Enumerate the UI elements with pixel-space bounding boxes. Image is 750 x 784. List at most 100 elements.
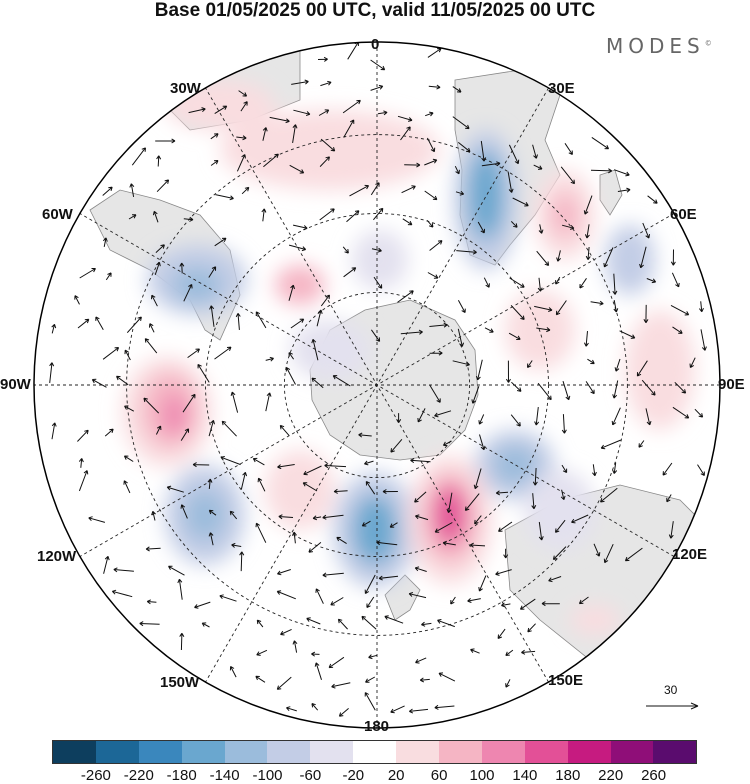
wind-arrow [638, 440, 645, 448]
wind-arrow [361, 520, 371, 527]
wind-arrow [662, 462, 673, 476]
wind-arrow [144, 338, 158, 354]
wind-arrow [538, 521, 544, 541]
wind-arrow [672, 326, 683, 334]
wind-arrow [531, 493, 537, 510]
wind-arrow [311, 338, 319, 361]
wind-arrow [537, 277, 543, 292]
wind-arrow [102, 347, 120, 360]
wind-arrow [533, 164, 543, 170]
wind-arrow [156, 155, 162, 167]
wind-arrow [78, 458, 84, 468]
colorbar-swatch [181, 741, 225, 763]
wind-arrow [419, 677, 430, 683]
wind-arrow [154, 261, 161, 276]
wind-arrow [429, 350, 443, 356]
wind-arrow [537, 382, 552, 401]
lon-label-60w: 60W [42, 206, 73, 223]
wind-arrow [208, 509, 217, 516]
wind-arrow [371, 247, 382, 253]
wind-arrow [429, 240, 443, 251]
wind-arrow [584, 224, 590, 239]
colorbar-swatch [224, 741, 268, 763]
reference-vector-label: 30 [664, 683, 678, 697]
wind-arrow [279, 424, 290, 436]
wind-arrow [442, 440, 452, 447]
wind-arrow [508, 332, 521, 340]
wind-arrow [285, 367, 296, 385]
wind-arrow [155, 138, 176, 144]
wind-arrow [510, 414, 521, 427]
wind-arrow [262, 127, 268, 141]
wind-arrow [456, 249, 477, 255]
wind-arrow [478, 414, 485, 425]
wind-arrow [288, 244, 307, 252]
wind-arrow [612, 380, 619, 399]
wind-arrow [510, 221, 518, 228]
wind-arrow [319, 156, 330, 167]
wind-arrow [434, 704, 455, 710]
wind-arrow [330, 597, 344, 606]
wind-arrow [276, 590, 296, 600]
wind-arrow [560, 489, 566, 501]
wind-arrow [289, 164, 305, 174]
wind-arrow [585, 381, 595, 395]
wind-arrow [337, 618, 348, 630]
wind-arrow [643, 304, 649, 324]
wind-arrow [255, 675, 266, 683]
colorbar-swatch [310, 741, 354, 763]
wind-arrow [467, 598, 481, 603]
wind-arrow [639, 246, 647, 269]
colorbar-swatch [396, 741, 440, 763]
wind-arrow [479, 434, 486, 451]
wind-arrow [113, 567, 134, 573]
wind-arrow [674, 381, 687, 394]
wind-arrow [689, 357, 696, 369]
wind-arrow [614, 358, 621, 372]
colorbar-tick-label: -60 [299, 767, 322, 784]
wind-arrow [454, 165, 460, 175]
wind-arrow [269, 116, 290, 124]
wind-arrow [397, 290, 414, 303]
wind-arrow [507, 171, 514, 193]
wind-arrow [464, 493, 480, 511]
wind-arrow [312, 515, 322, 521]
wind-arrow [697, 464, 705, 476]
wind-arrow [512, 197, 529, 207]
wind-arrow [617, 187, 631, 193]
wind-arrow [366, 596, 375, 608]
wind-arrow [95, 316, 104, 331]
wind-arrow [370, 329, 381, 342]
wind-arrow [600, 439, 622, 450]
wind-arrow [585, 246, 591, 260]
colorbar-swatch [610, 741, 654, 763]
wind-arrow [455, 190, 465, 196]
wind-arrow [368, 654, 378, 660]
wind-arrow [146, 599, 157, 605]
wind-arrow [240, 101, 248, 112]
colorbar-tick-label: 260 [641, 767, 667, 784]
wind-arrow [332, 375, 351, 387]
wind-arrow [600, 487, 618, 503]
wind-arrow [505, 649, 514, 656]
wind-arrow [292, 124, 298, 143]
wind-arrow [155, 244, 165, 253]
wind-arrow [370, 84, 384, 91]
colorbar-tick-label: 140 [512, 767, 538, 784]
wind-arrow [194, 601, 211, 609]
wind-arrow [156, 179, 170, 193]
wind-arrow [168, 565, 185, 576]
wind-arrow [429, 384, 441, 403]
colorbar-swatch [567, 741, 611, 763]
wind-arrow [560, 166, 575, 185]
wind-arrow [624, 547, 643, 562]
wind-arrow [364, 460, 374, 466]
wind-arrow [670, 304, 690, 316]
wind-arrow [238, 90, 248, 97]
wind-arrow [336, 536, 347, 545]
wind-arrow [452, 116, 470, 130]
wind-arrow [437, 619, 455, 628]
wind-arrow [49, 362, 55, 383]
wind-arrow [277, 569, 291, 576]
